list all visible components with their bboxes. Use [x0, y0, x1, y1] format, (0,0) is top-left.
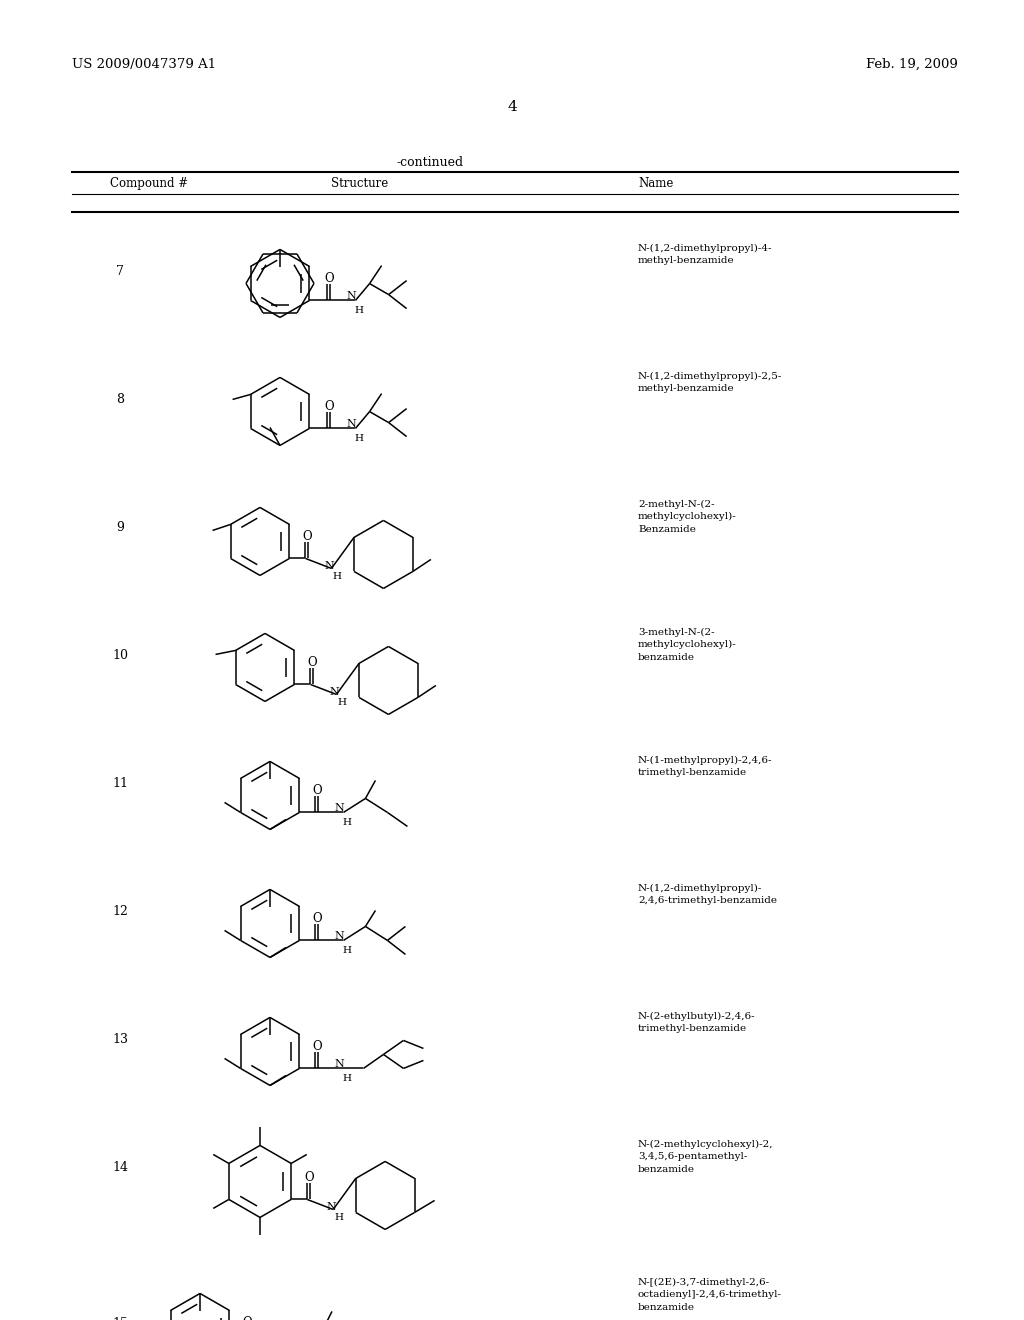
Text: H: H [343, 1074, 352, 1082]
Text: Structure: Structure [332, 177, 389, 190]
Text: N: N [335, 804, 344, 813]
Text: Name: Name [638, 177, 674, 190]
Text: 14: 14 [112, 1162, 128, 1175]
Text: 7: 7 [116, 265, 124, 279]
Text: H: H [338, 698, 347, 708]
Text: H: H [355, 306, 364, 315]
Text: 4: 4 [507, 100, 517, 114]
Text: O: O [312, 784, 323, 797]
Text: O: O [303, 529, 312, 543]
Text: O: O [325, 272, 334, 285]
Text: N: N [327, 1203, 336, 1213]
Text: O: O [243, 1316, 252, 1320]
Text: 12: 12 [112, 906, 128, 919]
Text: 11: 11 [112, 777, 128, 791]
Text: N: N [325, 561, 334, 572]
Text: O: O [325, 400, 334, 413]
Text: N: N [335, 1060, 344, 1069]
Text: N-(2-ethylbutyl)-2,4,6-
trimethyl-benzamide: N-(2-ethylbutyl)-2,4,6- trimethyl-benzam… [638, 1011, 756, 1034]
Text: N-(1,2-dimethylpropyl)-2,5-
methyl-benzamide: N-(1,2-dimethylpropyl)-2,5- methyl-benza… [638, 371, 782, 393]
Text: 8: 8 [116, 393, 124, 407]
Text: N-(1,2-dimethylpropyl)-
2,4,6-trimethyl-benzamide: N-(1,2-dimethylpropyl)- 2,4,6-trimethyl-… [638, 883, 777, 906]
Text: Compound #: Compound # [110, 177, 188, 190]
Text: N: N [346, 292, 356, 301]
Text: N: N [346, 420, 356, 429]
Text: H: H [343, 818, 352, 826]
Text: H: H [343, 946, 352, 954]
Text: O: O [307, 656, 317, 669]
Text: H: H [355, 434, 364, 444]
Text: H: H [333, 572, 342, 581]
Text: N: N [335, 932, 344, 941]
Text: 10: 10 [112, 649, 128, 663]
Text: N-(2-methylcyclohexyl)-2,
3,4,5,6-pentamethyl-
benzamide: N-(2-methylcyclohexyl)-2, 3,4,5,6-pentam… [638, 1139, 773, 1173]
Text: N-[(2E)-3,7-dimethyl-2,6-
octadienyl]-2,4,6-trimethyl-
benzamide: N-[(2E)-3,7-dimethyl-2,6- octadienyl]-2,… [638, 1278, 782, 1312]
Text: 2-methyl-N-(2-
methylcyclohexyl)-
Benzamide: 2-methyl-N-(2- methylcyclohexyl)- Benzam… [638, 499, 736, 533]
Text: 15: 15 [112, 1317, 128, 1320]
Text: 3-methyl-N-(2-
methylcyclohexyl)-
benzamide: 3-methyl-N-(2- methylcyclohexyl)- benzam… [638, 627, 736, 661]
Text: 13: 13 [112, 1034, 128, 1047]
Text: O: O [312, 1040, 323, 1053]
Text: O: O [304, 1171, 314, 1184]
Text: N-(1-methylpropyl)-2,4,6-
trimethyl-benzamide: N-(1-methylpropyl)-2,4,6- trimethyl-benz… [638, 755, 772, 777]
Text: Feb. 19, 2009: Feb. 19, 2009 [866, 58, 958, 71]
Text: N: N [330, 688, 339, 697]
Text: US 2009/0047379 A1: US 2009/0047379 A1 [72, 58, 216, 71]
Text: N-(1,2-dimethylpropyl)-4-
methyl-benzamide: N-(1,2-dimethylpropyl)-4- methyl-benzami… [638, 243, 772, 265]
Text: O: O [312, 912, 323, 925]
Text: -continued: -continued [396, 156, 464, 169]
Text: H: H [335, 1213, 344, 1222]
Text: 9: 9 [116, 521, 124, 535]
